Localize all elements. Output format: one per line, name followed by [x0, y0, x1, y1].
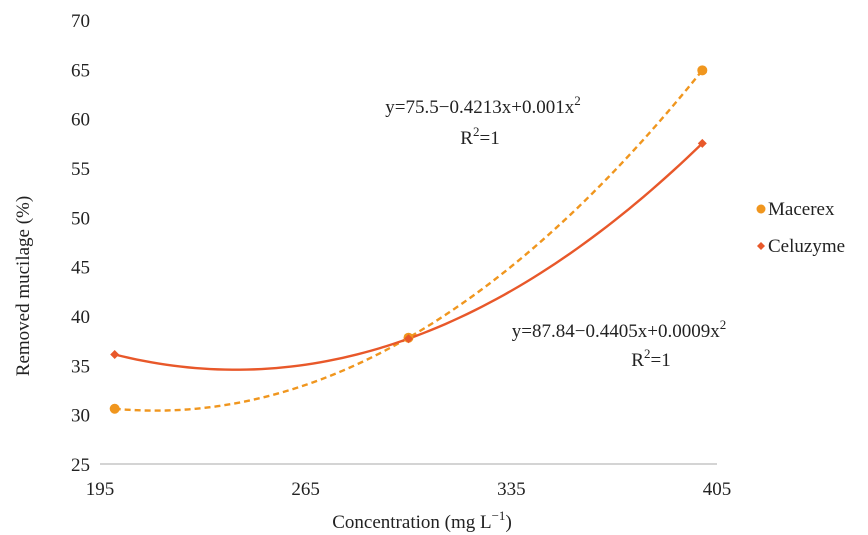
x-tick-labels: 195 265 335 405 — [86, 479, 732, 500]
legend: Macerex Celuzyme — [756, 199, 845, 257]
x-tick-label: 265 — [291, 479, 320, 500]
celuzyme-equation-sup: 2 — [720, 317, 727, 332]
y-tick-label: 45 — [71, 258, 90, 279]
y-tick-label: 65 — [71, 60, 90, 81]
y-tick-label: 55 — [71, 159, 90, 180]
y-tick-label: 30 — [71, 406, 90, 427]
macerex-equation-sup: 2 — [574, 93, 581, 108]
y-tick-label: 35 — [71, 356, 90, 377]
celuzyme-r2-value: =1 — [650, 350, 670, 371]
celuzyme-equation: y=87.84−0.4405x+0.0009x2 — [512, 317, 726, 342]
macerex-equation: y=75.5−0.4213x+0.001x2 — [385, 93, 580, 118]
legend-marker-celuzyme — [757, 242, 765, 250]
celuzyme-r2-label: R — [631, 350, 644, 371]
point-celuzyme — [697, 138, 707, 148]
y-tick-label: 70 — [71, 11, 90, 32]
legend-marker-macerex — [756, 204, 766, 214]
celuzyme-r2-sup: 2 — [644, 346, 651, 361]
celuzyme-equation-main: y=87.84−0.4405x+0.0009x — [512, 321, 720, 342]
legend-label-macerex: Macerex — [768, 199, 835, 220]
point-macerex — [109, 403, 120, 414]
macerex-r2: R2=1 — [460, 124, 499, 149]
point-macerex — [697, 65, 708, 76]
x-axis-label-sup: −1 — [492, 508, 506, 523]
point-celuzyme — [110, 349, 120, 359]
macerex-r2-value: =1 — [479, 128, 499, 149]
fit-curve-macerex — [114, 69, 704, 412]
x-axis-label-end: ) — [505, 512, 511, 533]
data-points — [109, 65, 708, 414]
y-tick-label: 50 — [71, 208, 90, 229]
macerex-r2-label: R — [460, 128, 473, 149]
x-tick-label: 195 — [86, 479, 115, 500]
x-tick-label: 335 — [497, 479, 526, 500]
fit-curves — [114, 69, 704, 412]
y-tick-label: 40 — [71, 307, 90, 328]
y-tick-label: 60 — [71, 110, 90, 131]
x-axis-label-main: Concentration (mg L — [332, 512, 491, 533]
x-axis-label: Concentration (mg L−1) — [332, 508, 512, 533]
legend-label-celuzyme: Celuzyme — [768, 236, 845, 257]
y-tick-labels: 25 30 35 40 45 50 55 60 65 70 — [71, 11, 90, 476]
macerex-r2-sup: 2 — [473, 124, 480, 139]
y-tick-label: 25 — [71, 455, 90, 476]
celuzyme-r2: R2=1 — [631, 346, 670, 371]
x-tick-label: 405 — [703, 479, 732, 500]
y-axis-label: Removed mucilage (%) — [13, 196, 34, 376]
macerex-equation-main: y=75.5−0.4213x+0.001x — [385, 97, 574, 118]
point-celuzyme — [404, 334, 413, 344]
